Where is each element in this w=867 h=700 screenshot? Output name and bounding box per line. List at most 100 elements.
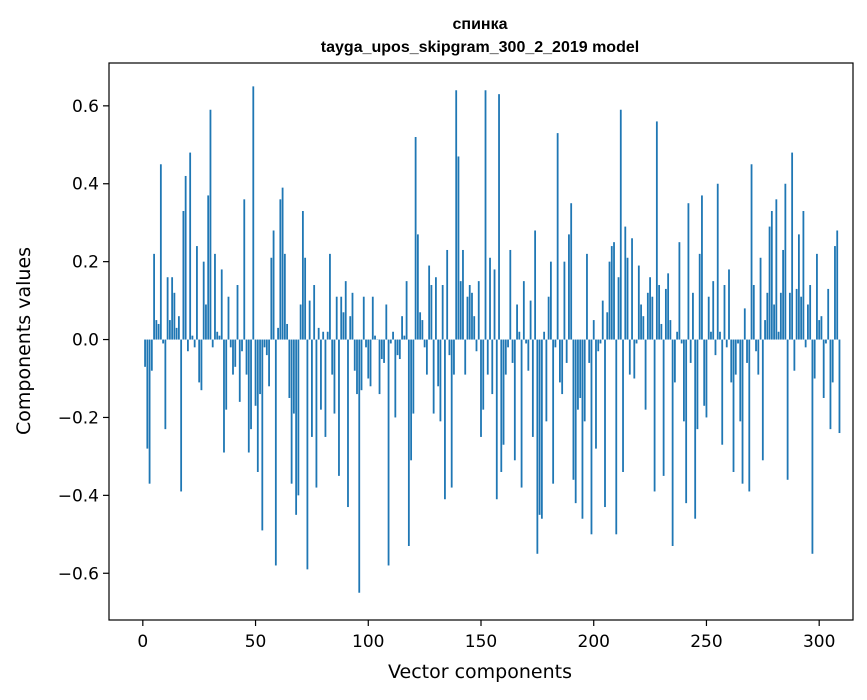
bar [261, 340, 263, 531]
bar [762, 340, 764, 461]
bar [284, 254, 286, 340]
bar [775, 199, 777, 339]
bar [487, 340, 489, 375]
bar [737, 340, 739, 344]
x-axis-label: Vector components [388, 661, 572, 683]
bar [721, 340, 723, 445]
bar [631, 238, 633, 339]
bar [735, 340, 737, 375]
x-tick-label: 100 [352, 632, 384, 652]
bar [173, 293, 175, 340]
bar [415, 137, 417, 340]
bar [622, 340, 624, 472]
bar [600, 340, 602, 344]
bar [370, 340, 372, 387]
bar [584, 340, 586, 422]
bar [198, 340, 200, 383]
bar [241, 340, 243, 352]
bar [196, 246, 198, 339]
bar [791, 153, 793, 340]
bar [367, 340, 369, 379]
bar [444, 340, 446, 500]
bar [769, 227, 771, 340]
bar [462, 250, 464, 340]
bar [219, 336, 221, 340]
bar [388, 340, 390, 566]
bar [784, 184, 786, 340]
bar [798, 234, 800, 339]
bar [536, 340, 538, 554]
bar [564, 262, 566, 340]
bar [706, 340, 708, 418]
bar [532, 340, 534, 437]
bar [539, 340, 541, 515]
bar [518, 332, 520, 340]
bar [144, 340, 146, 367]
bar [494, 269, 496, 339]
bar [688, 203, 690, 339]
bar [431, 285, 433, 340]
bar [345, 281, 347, 339]
bar [167, 277, 169, 339]
bar [153, 254, 155, 340]
bar [573, 340, 575, 480]
bar [390, 340, 392, 344]
bar [331, 340, 333, 375]
bar [512, 340, 514, 363]
bar [164, 340, 166, 430]
bar [654, 340, 656, 492]
bar [228, 297, 230, 340]
bar [192, 336, 194, 340]
bar [503, 340, 505, 445]
bar [656, 121, 658, 339]
bar [500, 340, 502, 472]
bar [489, 258, 491, 340]
bar [428, 266, 430, 340]
bar [703, 340, 705, 406]
bar [586, 254, 588, 340]
bar [151, 340, 153, 371]
bar [697, 340, 699, 430]
bar [309, 301, 311, 340]
bar [561, 340, 563, 395]
bar [300, 305, 302, 340]
bar [832, 340, 834, 383]
bar [816, 254, 818, 340]
bar [485, 90, 487, 339]
bar [787, 340, 789, 480]
bar [277, 328, 279, 340]
bar [374, 336, 376, 340]
bar [498, 94, 500, 339]
bar [507, 340, 509, 348]
bar [681, 340, 683, 344]
bar [273, 230, 275, 339]
bar [264, 340, 266, 348]
bar [640, 305, 642, 340]
bar [717, 184, 719, 340]
bar [223, 340, 225, 453]
bar [437, 340, 439, 387]
bar [162, 340, 164, 344]
bar [158, 324, 160, 340]
y-tick-label: 0.6 [72, 97, 99, 117]
bar [649, 277, 651, 339]
bar [651, 297, 653, 340]
bar [176, 328, 178, 340]
y-tick-label: 0.2 [72, 253, 99, 273]
y-tick-label: −0.6 [58, 564, 99, 584]
bar [557, 133, 559, 339]
bar [363, 297, 365, 340]
bar [726, 340, 728, 348]
bar [207, 195, 209, 339]
bar [410, 340, 412, 461]
bar [679, 242, 681, 339]
bar [724, 285, 726, 340]
bar [169, 320, 171, 339]
bar [455, 90, 457, 339]
y-tick-label: 0.4 [72, 175, 99, 195]
bar [361, 340, 363, 391]
y-tick-label: −0.2 [58, 408, 99, 428]
x-tick-label: 200 [578, 632, 610, 652]
